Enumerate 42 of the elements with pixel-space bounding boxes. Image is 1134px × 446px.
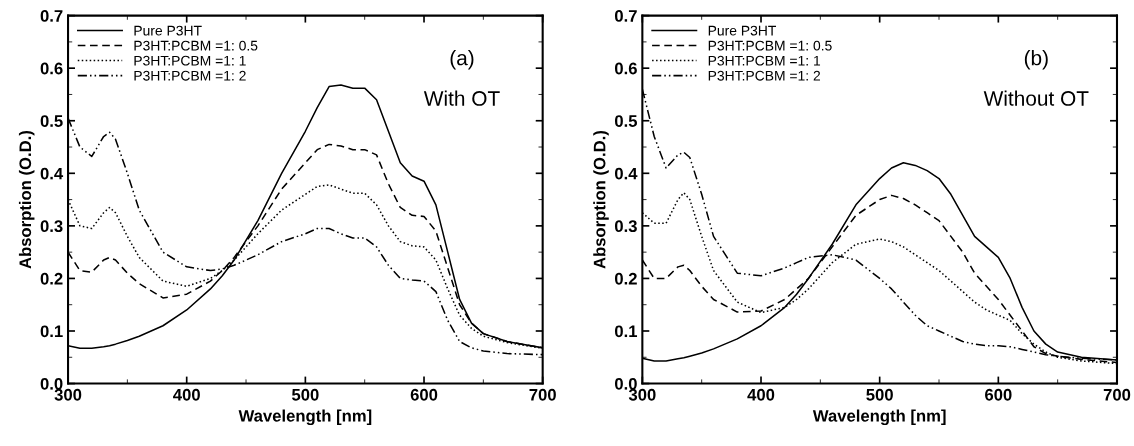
x-tick-label: 500 xyxy=(291,388,319,401)
y-tick-label: 0.3 xyxy=(614,220,637,233)
legend-label: P3HT:PCBM =1: 1 xyxy=(134,55,246,66)
y-tick-label: 0.6 xyxy=(40,62,63,75)
y-tick-label: 0.7 xyxy=(614,10,637,22)
y-tick-label: 0.4 xyxy=(614,167,638,180)
x-tick-label: 700 xyxy=(1103,388,1131,401)
legend-label: P3HT:PCBM =1: 0.5 xyxy=(134,40,258,51)
y-tick-label: 0.1 xyxy=(40,325,63,338)
y-tick-label: 0.5 xyxy=(40,115,63,127)
y-axis-title: Absorption (O.D.) xyxy=(593,130,609,269)
y-tick-label: 0.1 xyxy=(614,325,638,338)
y-tick-label: 0.0 xyxy=(40,377,63,390)
annotation: With OT xyxy=(423,90,500,106)
x-tick-label: 400 xyxy=(747,388,775,401)
annotation: (a) xyxy=(450,50,474,70)
legend-label: Pure P3HT xyxy=(134,25,202,36)
y-axis-title: Absorption (O.D.) xyxy=(18,130,35,269)
x-tick-label: 600 xyxy=(985,388,1012,401)
y-tick-label: 0.7 xyxy=(40,10,63,22)
x-tick-label: 300 xyxy=(628,388,656,401)
legend-label: P3HT:PCBM =1: 2 xyxy=(708,70,821,81)
x-tick-label: 700 xyxy=(529,388,556,401)
x-tick-label: 400 xyxy=(173,388,200,401)
annotation: (b) xyxy=(1024,50,1048,70)
x-tick-label: 500 xyxy=(866,388,893,401)
legend-label: P3HT:PCBM =1: 2 xyxy=(134,70,246,81)
y-tick-label: 0.2 xyxy=(40,272,63,285)
y-tick-label: 0.0 xyxy=(614,377,637,390)
legend-label: P3HT:PCBM =1: 1 xyxy=(708,55,821,66)
x-axis-title: Wavelength [nm] xyxy=(812,409,946,426)
y-tick-label: 0.6 xyxy=(614,62,637,75)
legend-label: Pure P3HT xyxy=(708,25,777,36)
legend-label: P3HT:PCBM =1: 0.5 xyxy=(708,40,832,51)
annotation: Without OT xyxy=(983,90,1089,106)
y-tick-label: 0.2 xyxy=(614,272,637,285)
y-tick-label: 0.4 xyxy=(40,167,64,180)
x-tick-label: 600 xyxy=(410,388,438,401)
y-tick-label: 0.3 xyxy=(40,220,63,233)
x-axis-title: Wavelength [nm] xyxy=(238,409,372,426)
y-tick-label: 0.5 xyxy=(614,115,638,127)
x-tick-label: 300 xyxy=(54,388,82,401)
